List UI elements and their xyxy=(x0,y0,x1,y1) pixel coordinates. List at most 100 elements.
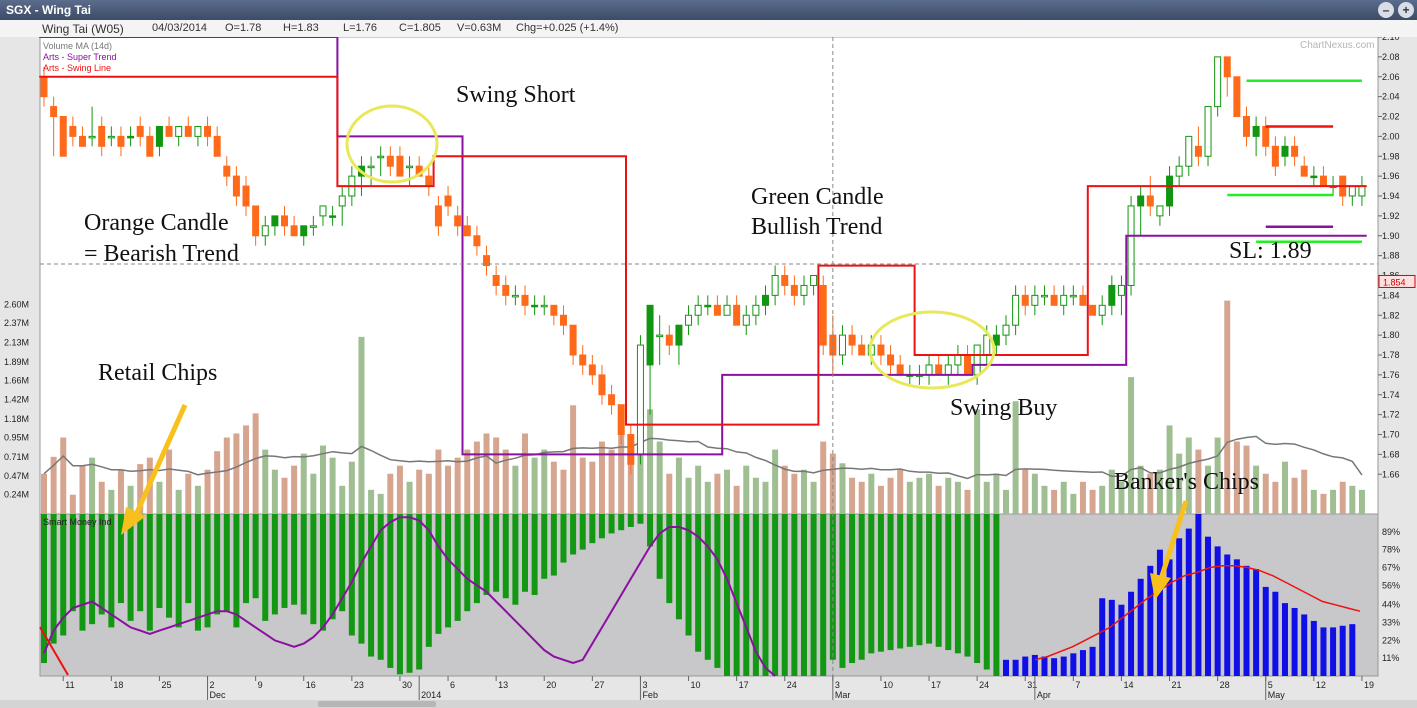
smart-money-green-bar xyxy=(233,514,240,628)
date-tick-label: 21 xyxy=(1172,680,1182,690)
smart-money-blue-bar xyxy=(1089,646,1096,676)
volume-bar xyxy=(810,481,817,514)
smart-money-blue-bar xyxy=(1349,624,1356,676)
smart-money-blue-bar xyxy=(1291,607,1298,676)
candle-body xyxy=(896,364,904,376)
price-tick-label: 1.68 xyxy=(1382,449,1400,459)
candle-body xyxy=(377,155,385,159)
volume-bar xyxy=(1195,449,1202,514)
candle-body xyxy=(396,155,404,177)
volume-bar xyxy=(185,473,192,514)
smart-money-green-bar xyxy=(252,514,259,599)
legend-swing-line: Arts - Swing Line xyxy=(43,63,111,73)
price-tick-label: 2.08 xyxy=(1382,52,1400,62)
volume-bar xyxy=(1012,401,1019,514)
date-tick-label: 17 xyxy=(739,680,749,690)
candle-body xyxy=(1117,284,1125,296)
date-tick-label: 10 xyxy=(883,680,893,690)
smart-money-green-bar xyxy=(820,514,827,676)
price-tick-label: 1.66 xyxy=(1382,469,1400,479)
smart-money-blue-bar xyxy=(1243,565,1250,676)
month-label: Apr xyxy=(1037,690,1051,700)
smart-money-blue-bar xyxy=(1339,625,1346,676)
candle-body xyxy=(1319,175,1327,187)
stock-chart[interactable]: 2.10 2.08 2.06 2.04 2.02 2.00 1.98 1.96 1.94 1.92… xyxy=(0,37,1417,700)
candle-body xyxy=(329,215,337,218)
candle-body xyxy=(887,354,895,366)
volume-bar xyxy=(522,433,528,514)
indicator-tick-label: 89% xyxy=(1382,527,1400,537)
volume-bar xyxy=(685,477,692,514)
smart-money-green-bar xyxy=(137,514,144,612)
candle-body xyxy=(184,125,192,137)
horizontal-scrollbar[interactable] xyxy=(0,700,1417,708)
volume-bar xyxy=(714,473,721,514)
smart-money-green-bar xyxy=(897,514,904,649)
minimize-icon[interactable]: – xyxy=(1378,2,1394,18)
volume-bar xyxy=(464,449,471,514)
indicator-tick-label: 11% xyxy=(1382,653,1399,663)
smart-money-green-bar xyxy=(117,514,124,604)
smart-money-green-bar xyxy=(310,514,317,625)
price-tick-label: 1.92 xyxy=(1382,211,1400,221)
volume-bar xyxy=(675,457,682,514)
smart-money-green-bar xyxy=(579,514,586,550)
volume-bar xyxy=(368,489,375,514)
volume-bar xyxy=(598,441,605,514)
date-tick-label: 11 xyxy=(65,680,74,690)
month-label: May xyxy=(1268,690,1286,700)
volume-bar xyxy=(1233,441,1240,514)
maximize-icon[interactable]: + xyxy=(1398,2,1414,18)
date-tick-label: 3 xyxy=(835,680,840,690)
smart-money-blue-bar xyxy=(1214,546,1221,676)
candle-body xyxy=(338,195,346,207)
smart-money-blue-bar xyxy=(1041,656,1048,676)
candle-body xyxy=(290,225,298,237)
quote-volume: V=0.63M xyxy=(457,22,502,34)
volume-bar xyxy=(473,441,480,514)
candle-body xyxy=(473,235,481,247)
smart-money-green-bar xyxy=(146,514,153,631)
candle-body xyxy=(685,314,693,326)
smart-money-green-bar xyxy=(570,514,577,555)
smart-money-green-bar xyxy=(637,514,644,524)
candle-body xyxy=(1252,125,1260,137)
candle-body xyxy=(810,275,818,286)
candle-body xyxy=(175,125,183,137)
smart-money-green-bar xyxy=(493,514,500,592)
smart-money-signal-line xyxy=(43,516,776,677)
candle-body xyxy=(1185,135,1193,167)
volume-tick-label: 0.71M xyxy=(4,452,29,462)
volume-bar xyxy=(945,477,952,514)
candle-body xyxy=(1146,195,1154,207)
candle-body xyxy=(1079,294,1087,306)
quote-date: 04/03/2014 xyxy=(152,22,208,34)
volume-bar xyxy=(1243,445,1250,514)
smart-money-green-bar xyxy=(98,514,105,615)
scrollbar-thumb[interactable] xyxy=(318,701,436,707)
smart-money-blue-bar xyxy=(1166,559,1173,676)
candle-body xyxy=(877,344,885,356)
smart-money-blue-bar xyxy=(1147,565,1154,676)
annotation-retail-chips: Retail Chips xyxy=(98,360,217,386)
candle-body xyxy=(694,304,702,316)
candle-body xyxy=(838,334,846,356)
annotation-orange-candle: Orange Candle xyxy=(84,210,229,236)
smart-money-green-bar xyxy=(993,514,1000,676)
smart-money-blue-bar xyxy=(1262,586,1269,676)
volume-bar xyxy=(291,465,298,514)
price-tick-label: 2.00 xyxy=(1382,131,1400,141)
volume-bar xyxy=(310,473,317,514)
volume-bar xyxy=(127,485,134,514)
candle-body xyxy=(1348,185,1356,197)
smart-money-blue-bar xyxy=(1195,514,1202,676)
smart-money-green-bar xyxy=(608,514,615,534)
volume-bar xyxy=(695,465,702,514)
candle-body xyxy=(463,225,471,237)
volume-bar xyxy=(117,469,124,514)
volume-bar xyxy=(339,485,346,514)
volume-tick-label: 2.37M xyxy=(4,318,29,328)
volume-bar xyxy=(1089,489,1096,514)
smart-money-green-bar xyxy=(223,514,230,612)
volume-bar xyxy=(69,494,76,514)
